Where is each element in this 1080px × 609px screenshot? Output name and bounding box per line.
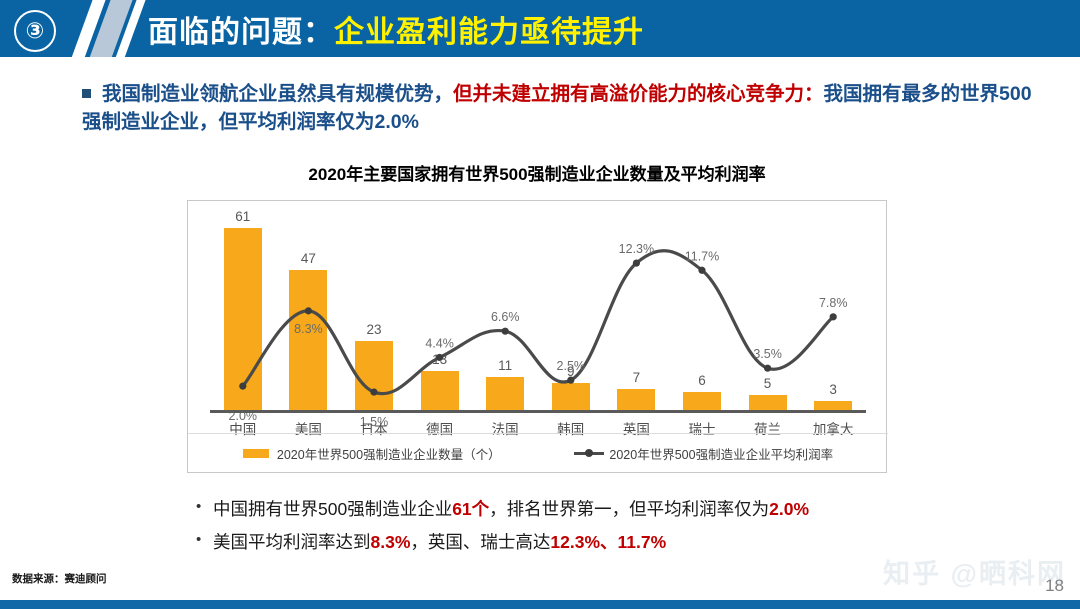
legend-label-line: 2020年世界500强制造业企业平均利润率	[609, 448, 834, 462]
line-value-label: 4.4%	[425, 336, 454, 350]
bar[interactable]	[814, 401, 853, 410]
summary-bullet-text: 中国拥有世界500强制造业企业61个，排名世界第一，但平均利润率仅为2.0%	[213, 493, 996, 526]
summary-bullet-item: • 中国拥有世界500强制造业企业61个，排名世界第一，但平均利润率仅为2.0%	[196, 493, 996, 526]
chart-plot-area: 614723131197653 2.0%8.3%1.5%4.4%6.6%2.5%…	[188, 201, 888, 437]
legend-item-line[interactable]: 2020年世界500强制造业企业平均利润率	[574, 444, 833, 463]
highlighted-figure: 12.3%、11.7%	[550, 532, 667, 553]
bar-value-label: 7	[632, 370, 641, 386]
data-source-note: 数据来源：赛迪顾问	[12, 573, 107, 585]
bar-value-label: 9	[567, 364, 575, 380]
chart-legend: 2020年世界500强制造业企业数量（个） 2020年世界500强制造业企业平均…	[188, 433, 888, 473]
bottom-accent-bar	[0, 600, 1080, 609]
line-value-label: 12.3%	[619, 242, 654, 256]
bar-value-label: 3	[829, 382, 837, 398]
bar-slot: 11	[472, 201, 538, 410]
page-title-highlight: 企业盈利能力亟待提升	[334, 16, 644, 49]
summary-bullet-text: 美国平均利润率达到8.3%，英国、瑞士高达12.3%、11.7%	[213, 526, 996, 559]
line-value-label: 11.7%	[685, 249, 720, 263]
legend-swatch-bar-icon	[242, 449, 269, 458]
bar-value-label: 5	[763, 376, 772, 392]
line-value-label: 8.3%	[294, 322, 323, 336]
bar-slot: 3	[800, 201, 866, 410]
bar-slot: 47	[276, 201, 342, 410]
lead-bullet-part-1: 我国制造业领航企业虽然具有规模优势，	[102, 83, 454, 105]
lead-bullet-part-2: 但并未建立拥有高溢价能力的核心竞争力：	[453, 83, 824, 105]
bar[interactable]	[617, 389, 656, 410]
bar-slot: 23	[341, 201, 407, 410]
line-value-label: 2.0%	[229, 409, 258, 423]
line-marker[interactable]	[764, 364, 772, 372]
highlighted-figure: 61个	[452, 499, 490, 519]
line-marker[interactable]	[436, 353, 444, 362]
bar[interactable]	[420, 371, 459, 410]
summary-bullet-item: • 美国平均利润率达到8.3%，英国、瑞士高达12.3%、11.7%	[196, 526, 996, 559]
bar-slot: 7	[604, 201, 670, 410]
bar[interactable]	[551, 383, 590, 410]
bar-value-label: 23	[366, 322, 382, 338]
line-marker[interactable]	[698, 266, 706, 274]
page-number: 18	[1045, 576, 1064, 595]
line-marker[interactable]	[370, 388, 378, 396]
bar-slot: 9	[538, 201, 604, 410]
bar-slot: 6	[669, 201, 735, 410]
x-axis-line	[210, 410, 866, 413]
legend-marker-line-icon	[574, 448, 605, 459]
bullet-dot-icon: •	[196, 531, 202, 549]
bar[interactable]	[289, 269, 328, 410]
step-number-badge: ③	[14, 10, 56, 52]
bar-value-label: 47	[300, 250, 316, 266]
bar[interactable]	[682, 392, 721, 410]
bar-slot: 5	[735, 201, 801, 410]
line-value-label: 3.5%	[753, 347, 782, 361]
line-marker[interactable]	[829, 313, 837, 321]
bar[interactable]	[223, 227, 262, 410]
line-series: 2.0% 8.3% 1.5% 4.4% 6.6% 2.5% 12.3% 11.7% 3.5% 7.…	[229, 242, 848, 429]
page-title-prefix: 面临的问题：	[148, 16, 334, 49]
bullet-dot-icon: •	[196, 498, 202, 515]
bar[interactable]	[748, 395, 787, 410]
line-marker[interactable]	[567, 376, 575, 384]
bar-value-label: 6	[698, 373, 706, 389]
bar-slot: 61	[210, 201, 276, 410]
watermark: 知乎 @晒科网	[883, 559, 1066, 589]
page-title: 面临的问题： 企业盈利能力亟待提升	[148, 6, 644, 52]
plain-text: ，排名世界第一，但平均利润率仅为	[489, 499, 770, 519]
line-value-label: 2.5%	[557, 359, 586, 373]
plain-text: 中国拥有世界500强制造业企业	[213, 499, 453, 519]
lead-bullet-part-3: 我国拥有最多的世界500强制造业企业，但平均利润率仅为2.0%	[82, 83, 1032, 134]
highlighted-figure: 8.3%	[370, 532, 411, 553]
line-path	[241, 249, 835, 396]
legend-item-bar[interactable]: 2020年世界500强制造业企业数量（个）	[242, 444, 501, 463]
highlighted-figure: 2.0%	[769, 499, 810, 519]
line-value-label: 1.5%	[360, 415, 389, 429]
plain-text: ，英国、瑞士高达	[410, 532, 551, 553]
lead-bullet: 我国制造业领航企业虽然具有规模优势，但并未建立拥有高溢价能力的核心竞争力：我国拥…	[82, 80, 1042, 137]
line-marker[interactable]	[239, 382, 247, 390]
bullet-square-icon	[82, 89, 91, 98]
bar-value-label: 11	[498, 358, 513, 374]
chart-container: 614723131197653 2.0%8.3%1.5%4.4%6.6%2.5%…	[187, 200, 888, 473]
plain-text: 美国平均利润率达到	[213, 532, 371, 553]
bar-series: 614723131197653	[210, 201, 866, 410]
line-value-label: 7.8%	[819, 296, 848, 310]
bar[interactable]	[486, 377, 525, 410]
slide-header: ③ 面临的问题： 企业盈利能力亟待提升	[0, 0, 1080, 57]
line-marker[interactable]	[304, 307, 312, 315]
bar-value-label: 61	[235, 208, 251, 224]
line-marker[interactable]	[501, 327, 509, 335]
line-value-label: 6.6%	[491, 310, 520, 324]
bar[interactable]	[354, 341, 393, 410]
line-marker[interactable]	[632, 259, 640, 267]
chart-title: 2020年主要国家拥有世界500强制造业企业数量及平均利润率	[308, 165, 766, 184]
summary-bullet-list: • 中国拥有世界500强制造业企业61个，排名世界第一，但平均利润率仅为2.0% •…	[196, 493, 996, 560]
legend-label-bar: 2020年世界500强制造业企业数量（个）	[276, 448, 501, 462]
